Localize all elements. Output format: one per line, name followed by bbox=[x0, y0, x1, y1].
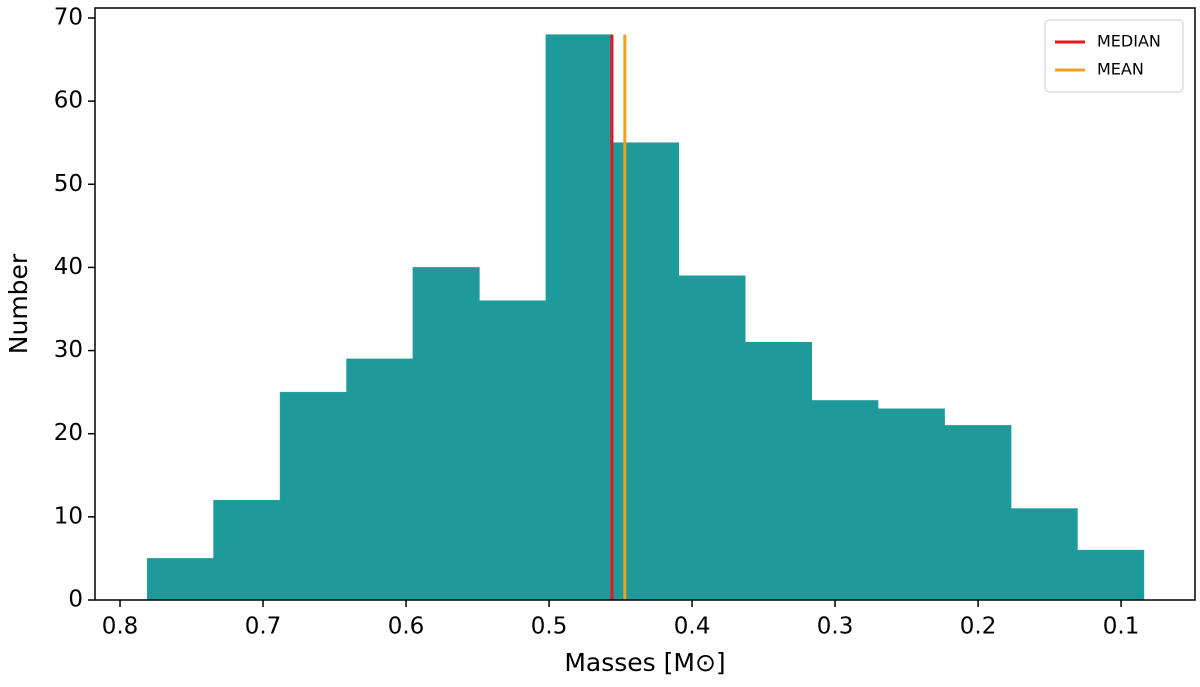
bar bbox=[944, 425, 1012, 601]
y-axis-label: Number bbox=[4, 253, 33, 354]
bar bbox=[678, 275, 746, 601]
bar bbox=[346, 358, 414, 601]
bar bbox=[146, 558, 214, 601]
plot-frame bbox=[94, 7, 1196, 601]
y-tick-label: 50 bbox=[54, 171, 83, 197]
x-tick-label: 0.1 bbox=[1103, 614, 1140, 640]
bar bbox=[877, 408, 945, 601]
bar bbox=[612, 142, 679, 601]
x-tick-label: 0.6 bbox=[388, 614, 425, 640]
y-tick-label: 70 bbox=[54, 4, 83, 30]
x-tick-label: 0.3 bbox=[817, 614, 854, 640]
y-tick-label: 0 bbox=[68, 587, 83, 613]
legend-box bbox=[1044, 19, 1184, 93]
y-tick-label: 30 bbox=[54, 337, 83, 363]
bar bbox=[479, 300, 547, 601]
x-tick-label: 0.5 bbox=[531, 614, 568, 640]
bar bbox=[279, 391, 347, 601]
y-tick-label: 10 bbox=[54, 503, 83, 529]
bar bbox=[1077, 549, 1145, 601]
bar bbox=[811, 400, 879, 601]
y-tick-label: 60 bbox=[54, 88, 83, 114]
x-tick-label: 0.2 bbox=[960, 614, 997, 640]
x-axis-label: Masses [M⊙] bbox=[564, 648, 725, 677]
legend-label: MEDIAN bbox=[1097, 32, 1161, 51]
bar bbox=[545, 34, 613, 601]
legend-label: MEAN bbox=[1097, 60, 1144, 79]
bar bbox=[412, 267, 480, 601]
x-tick-label: 0.7 bbox=[245, 614, 282, 640]
bar bbox=[744, 341, 812, 601]
y-tick-label: 40 bbox=[54, 254, 83, 280]
x-tick-label: 0.4 bbox=[674, 614, 711, 640]
bar bbox=[213, 499, 281, 601]
x-tick-label: 0.8 bbox=[102, 614, 139, 640]
bar bbox=[1010, 508, 1078, 601]
y-tick-label: 20 bbox=[54, 420, 83, 446]
